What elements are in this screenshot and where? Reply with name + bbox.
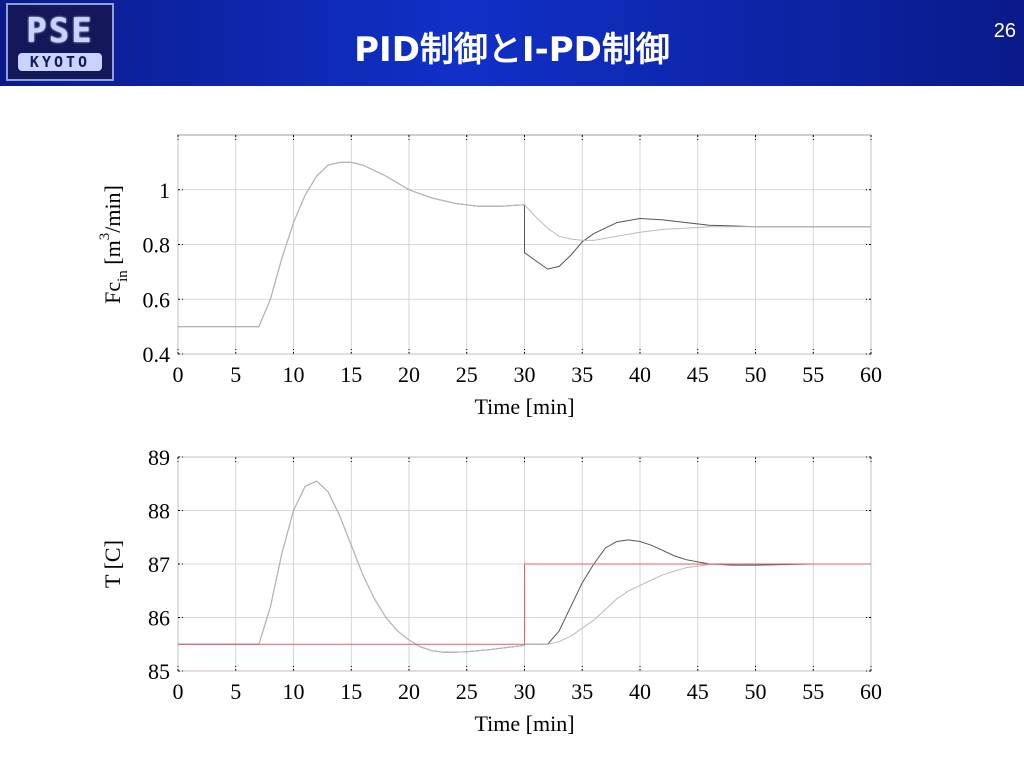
x-tick-label: 60	[860, 362, 882, 387]
y-axis-label: T [C]	[100, 540, 125, 588]
x-tick-label: 50	[745, 362, 767, 387]
x-tick-label: 5	[230, 679, 241, 704]
x-tick-label: 30	[514, 679, 536, 704]
x-tick-label: 35	[571, 679, 593, 704]
y-axis-label-part: 3	[97, 233, 113, 241]
y-axis-label-part: Fc	[100, 282, 125, 304]
y-axis-label-part: in	[115, 270, 131, 282]
logo-subtext: KYOTO	[18, 53, 102, 71]
x-tick-label: 55	[802, 362, 824, 387]
y-axis-label-part: T [C]	[100, 540, 125, 588]
x-tick-label: 35	[571, 362, 593, 387]
x-tick-label: 20	[398, 679, 420, 704]
x-tick-label: 45	[687, 679, 709, 704]
x-tick-label: 10	[283, 679, 305, 704]
page-number: 26	[993, 20, 1016, 42]
y-tick-label: 87	[148, 552, 170, 577]
x-tick-label: 25	[456, 362, 478, 387]
data-line	[178, 480, 871, 653]
x-tick-label: 30	[514, 362, 536, 387]
x-tick-label: 25	[456, 679, 478, 704]
x-tick-label: 0	[173, 362, 184, 387]
logo-text: PSE	[26, 11, 94, 51]
x-tick-label: 15	[340, 679, 362, 704]
x-tick-label: 0	[173, 679, 184, 704]
x-axis-label: Time [min]	[474, 711, 574, 736]
x-tick-label: 40	[629, 362, 651, 387]
y-axis-label-part: [m	[100, 240, 125, 270]
y-tick-label: 0.4	[143, 342, 171, 367]
y-tick-label: 0.6	[143, 287, 171, 312]
logo: PSE KYOTO	[6, 3, 114, 81]
header-bar: PSE KYOTO PID制御とI-PD制御 26	[0, 0, 1024, 86]
y-tick-label: 88	[148, 499, 170, 524]
x-tick-label: 15	[340, 362, 362, 387]
y-tick-label: 1	[159, 178, 170, 203]
slide-title: PID制御とI-PD制御	[354, 30, 670, 70]
x-tick-label: 40	[629, 679, 651, 704]
x-tick-label: 55	[802, 679, 824, 704]
x-tick-label: 10	[283, 362, 305, 387]
data-line	[178, 161, 871, 328]
y-axis-label: Fcin [m3/min]	[97, 185, 131, 304]
x-tick-label: 45	[687, 362, 709, 387]
y-tick-label: 0.8	[143, 233, 171, 258]
x-tick-label: 50	[745, 679, 767, 704]
data-line	[178, 563, 871, 645]
x-tick-label: 20	[398, 362, 420, 387]
y-tick-label: 89	[148, 445, 170, 470]
x-tick-label: 5	[230, 362, 241, 387]
y-tick-label: 85	[148, 659, 170, 684]
x-tick-label: 60	[860, 679, 882, 704]
y-axis-label-part: /min]	[100, 185, 125, 233]
y-tick-label: 86	[148, 606, 170, 631]
x-axis-label: Time [min]	[474, 394, 574, 419]
